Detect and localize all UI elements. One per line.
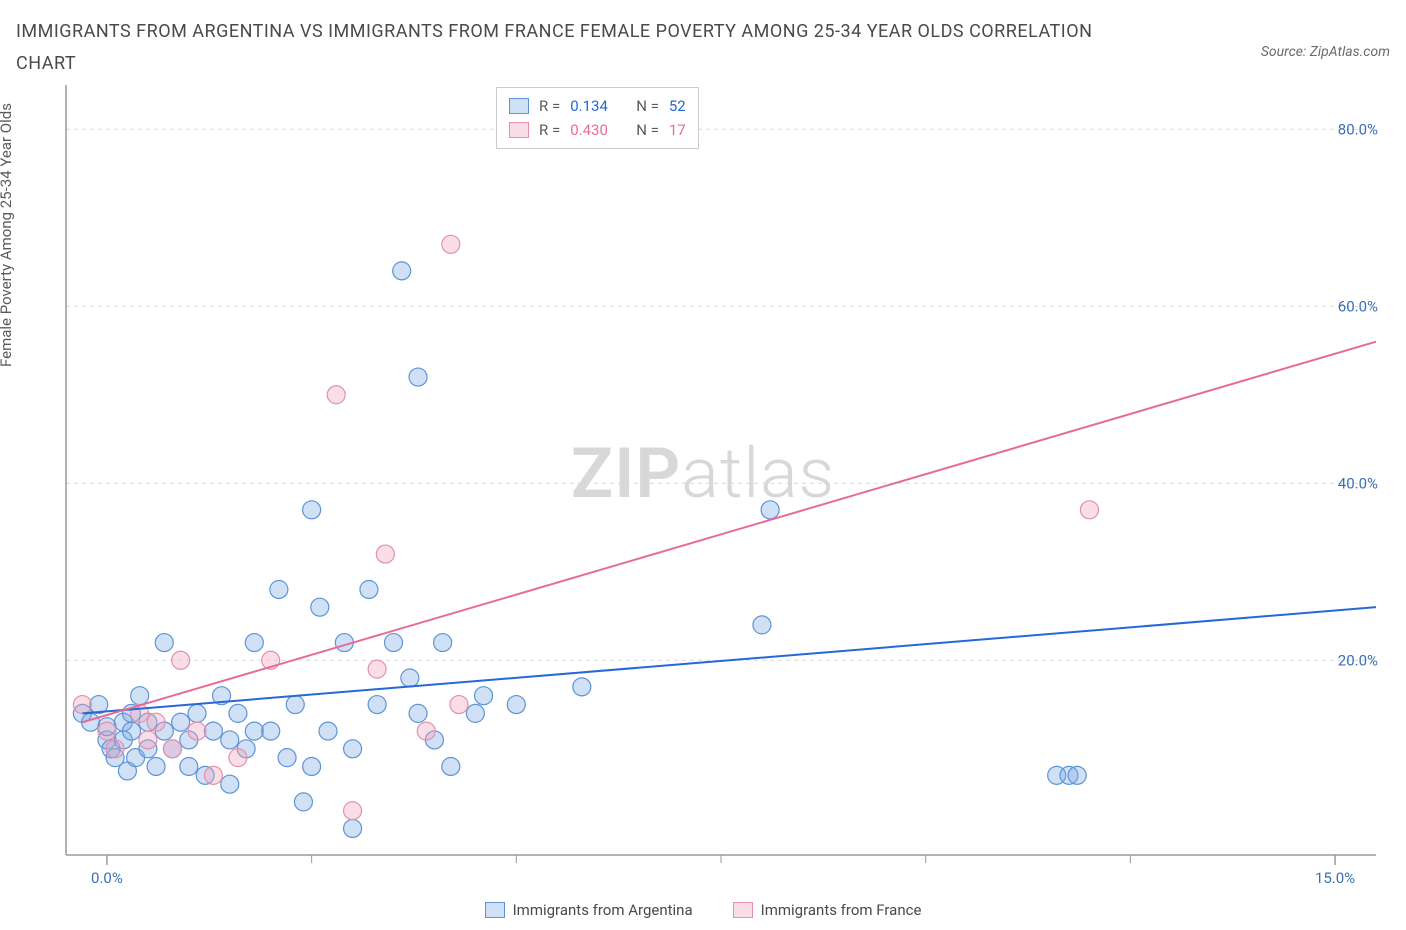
data-point [221,775,239,793]
data-point [204,766,222,784]
scatter-plot-svg: 20.0% 40.0% 60.0% 80.0% 0.0% 15.0% [16,85,1406,895]
legend-swatch [733,902,753,918]
data-point [368,695,386,713]
r-value: 0.430 [570,118,626,142]
chart-title: IMMIGRANTS FROM ARGENTINA VS IMMIGRANTS … [16,16,1116,81]
data-point [442,757,460,775]
data-point [286,695,304,713]
data-point [131,686,149,704]
data-point [327,386,345,404]
data-point [188,722,206,740]
data-point [1068,766,1086,784]
data-point [163,740,181,758]
data-point [753,616,771,634]
title-row: IMMIGRANTS FROM ARGENTINA VS IMMIGRANTS … [16,16,1390,81]
chart-container: IMMIGRANTS FROM ARGENTINA VS IMMIGRANTS … [16,16,1390,914]
data-point [475,686,493,704]
y-tick-label: 80.0% [1338,120,1378,138]
n-value: 52 [669,94,686,118]
data-point [344,740,362,758]
legend-label: Immigrants from France [761,901,922,919]
data-point [466,704,484,722]
data-point [221,731,239,749]
data-point [507,695,525,713]
data-point [204,722,222,740]
y-tick-label: 40.0% [1338,474,1378,492]
data-point [409,704,427,722]
data-point [450,695,468,713]
y-tick-label: 20.0% [1338,651,1378,669]
y-tick-label: 60.0% [1338,297,1378,315]
data-point [139,731,157,749]
bottom-legend: Immigrants from Argentina Immigrants fro… [16,901,1390,919]
data-point [344,819,362,837]
stats-legend: R = 0.134 N = 52 R = 0.430 N = 17 [496,87,699,149]
data-point [303,501,321,519]
data-point [434,633,452,651]
data-point [393,262,411,280]
stats-row: R = 0.430 N = 17 [509,118,686,142]
stats-row: R = 0.134 N = 52 [509,94,686,118]
data-point [180,757,198,775]
data-point [319,722,337,740]
data-point [155,633,173,651]
legend-item: Immigrants from France [733,901,922,919]
data-point [147,713,165,731]
data-point [1080,501,1098,519]
x-tick-label: 0.0% [91,869,123,887]
source-label: Source: ZipAtlas.com [1261,44,1390,60]
data-point [229,704,247,722]
r-value: 0.134 [570,94,626,118]
x-tick-label: 15.0% [1315,869,1355,887]
data-point [229,748,247,766]
data-point [270,580,288,598]
trend-line [82,341,1376,722]
data-point [278,748,296,766]
data-point [245,722,263,740]
data-point [262,722,280,740]
data-point [360,580,378,598]
data-point [106,740,124,758]
data-point [368,660,386,678]
data-point [123,722,141,740]
data-point [442,235,460,253]
legend-swatch [509,122,529,138]
data-point [417,722,435,740]
plot-area: Female Poverty Among 25-34 Year Olds 20.… [16,85,1390,895]
data-point [409,368,427,386]
n-label: N = [636,94,659,118]
legend-item: Immigrants from Argentina [485,901,693,919]
data-point [172,713,190,731]
y-axis-label: Female Poverty Among 25-34 Year Olds [0,103,15,367]
legend-swatch [485,902,505,918]
r-label: R = [539,94,560,118]
data-point [401,669,419,687]
legend-swatch [509,98,529,114]
data-point [344,802,362,820]
data-point [147,757,165,775]
data-point [385,633,403,651]
data-point [73,695,91,713]
n-label: N = [636,118,659,142]
legend-label: Immigrants from Argentina [513,901,693,919]
data-point [573,678,591,696]
data-point [98,722,116,740]
data-point [245,633,263,651]
data-point [172,651,190,669]
data-point [303,757,321,775]
data-point [761,501,779,519]
data-point [294,793,312,811]
data-point [311,598,329,616]
n-value: 17 [669,118,686,142]
data-point [188,704,206,722]
data-point [376,545,394,563]
r-label: R = [539,118,560,142]
